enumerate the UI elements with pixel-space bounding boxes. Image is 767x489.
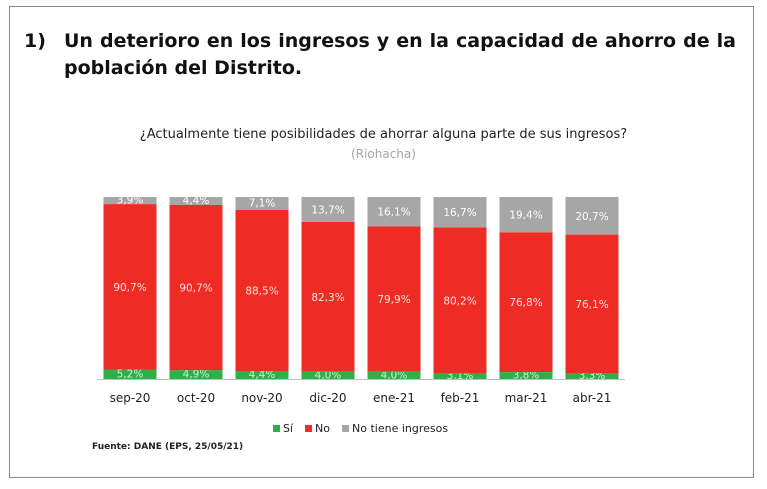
bar-segment-s — [235, 371, 289, 379]
heading-line-2: población del Distrito. — [64, 57, 303, 79]
x-tick-label: mar-21 — [505, 391, 548, 405]
source-note: Fuente: DANE (EPS, 25/05/21) — [92, 442, 244, 452]
bar-segment-no — [367, 226, 421, 372]
chart-title: ¿Actualmente tiene posibilidades de ahor… — [139, 127, 628, 142]
data-label: 4,0% — [381, 369, 408, 381]
bar-segment-no-tiene-ingresos — [235, 197, 289, 210]
slide-frame — [9, 6, 754, 478]
x-tick-label: dic-20 — [309, 391, 346, 405]
bar-segment-s — [565, 373, 619, 379]
x-tick-label: sep-20 — [110, 391, 151, 405]
bar-segment-s — [499, 372, 553, 379]
data-label: 90,7% — [179, 283, 212, 295]
chart-subtitle: (Riohacha) — [351, 147, 416, 161]
bar-segment-no-tiene-ingresos — [367, 197, 421, 227]
data-label: 3,8% — [513, 370, 540, 382]
data-label: 13,7% — [311, 205, 344, 217]
data-label: 16,1% — [377, 207, 410, 219]
legend-label: No tiene ingresos — [352, 422, 448, 435]
legend-swatch-no — [305, 425, 313, 432]
x-tick-label: ene-21 — [373, 391, 415, 405]
data-label: 4,4% — [183, 195, 210, 207]
bar-segment-no — [433, 227, 487, 374]
bar-segment-no — [499, 232, 553, 373]
data-label: 5,2% — [117, 368, 144, 380]
bar-segment-no-tiene-ingresos — [301, 197, 355, 222]
data-label: 80,2% — [443, 295, 476, 307]
data-label: 4,0% — [315, 369, 342, 381]
bar-segment-s — [103, 369, 157, 379]
x-tick-label: abr-21 — [573, 391, 612, 405]
bar-segment-s — [367, 371, 421, 379]
legend-swatch-no-tiene-ingresos — [342, 425, 350, 432]
legend-label: Sí — [283, 422, 294, 435]
data-label: 76,8% — [509, 297, 542, 309]
bar-segment-no-tiene-ingresos — [565, 197, 619, 235]
heading-number: 1) — [24, 30, 46, 52]
legend-swatch-s — [273, 425, 280, 432]
data-label: 16,7% — [443, 207, 476, 219]
bar-segment-no — [565, 234, 619, 373]
bar-segment-s — [301, 371, 355, 379]
bar-segment-no — [103, 204, 157, 370]
bar-segment-no — [235, 209, 289, 371]
data-label: 82,3% — [311, 292, 344, 304]
bar-segment-no-tiene-ingresos — [499, 197, 553, 233]
data-label: 76,1% — [575, 299, 608, 311]
data-label: 90,7% — [113, 282, 146, 294]
data-label: 4,9% — [183, 369, 210, 381]
data-label: 79,9% — [377, 294, 410, 306]
bar-segment-no-tiene-ingresos — [433, 197, 487, 228]
x-tick-label: oct-20 — [177, 391, 215, 405]
bar-segment-no-tiene-ingresos — [103, 197, 157, 205]
data-label: 19,4% — [509, 210, 542, 222]
bar-segment-no-tiene-ingresos — [169, 197, 223, 205]
data-label: 7,1% — [249, 198, 276, 210]
data-label: 88,5% — [245, 286, 278, 298]
bar-segment-no — [301, 221, 355, 372]
bar-segment-no — [169, 205, 223, 371]
x-tick-label: nov-20 — [241, 391, 282, 405]
heading-line-1: Un deterioro en los ingresos y en la cap… — [64, 30, 736, 52]
bar-segment-s — [433, 373, 487, 379]
data-label: 20,7% — [575, 211, 608, 223]
x-tick-label: feb-21 — [441, 391, 480, 405]
data-label: 4,4% — [249, 369, 276, 381]
data-label: 3,9% — [117, 195, 144, 207]
legend-label: No — [315, 422, 330, 435]
bar-segment-s — [169, 370, 223, 379]
